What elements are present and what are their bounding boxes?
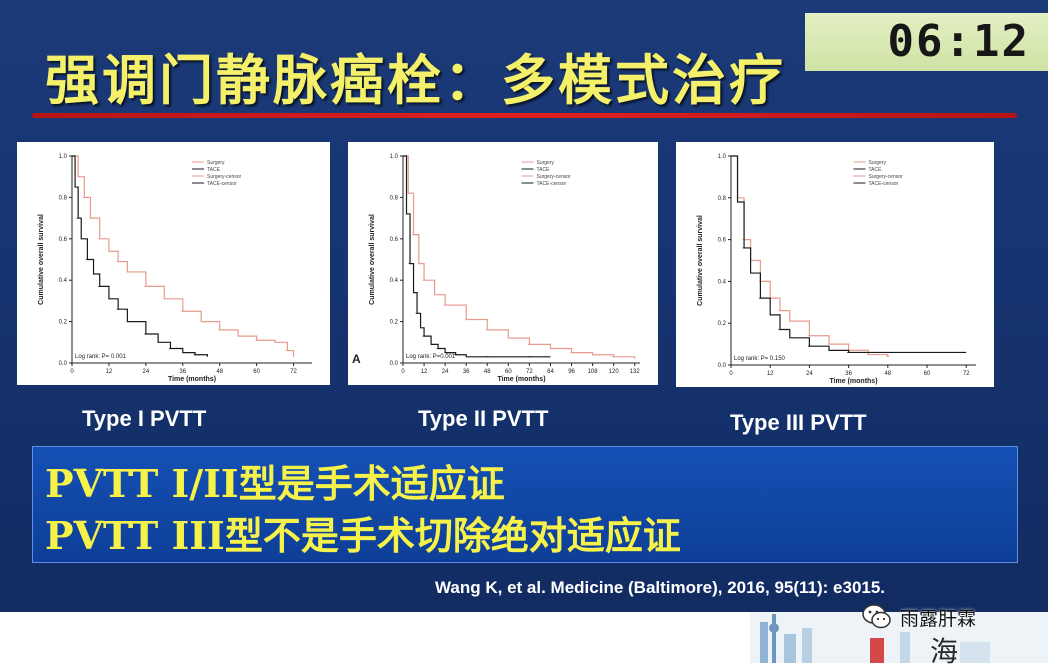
x-tick-label: 12 xyxy=(421,369,428,375)
legend-label: Surgery-censor xyxy=(207,174,242,180)
y-tick-label: 0.2 xyxy=(59,320,68,326)
slide-title: 强调门静脉癌栓：多模式治疗 xyxy=(45,49,786,112)
wechat-icon xyxy=(862,604,891,629)
legend-label: TACE xyxy=(207,167,221,173)
x-tick-label: 84 xyxy=(547,369,554,375)
chart-panel-type-1: 0 12 24 36 48 60 72 0.0 0.2 0.4 0.6 0.8 1.0 Time (mon… xyxy=(17,142,330,385)
y-tick-label: 0.8 xyxy=(718,196,727,202)
conclusion-box: PVTT I/II型是手术适应证 PVTT III型不是手术切除绝对适应证 xyxy=(32,446,1018,563)
slide: 06:12 强调门静脉癌栓：多模式治疗 0 12 24 36 48 60 72 0.0 0.2 0… xyxy=(0,0,1048,612)
skyline-decoration xyxy=(750,612,1048,663)
title-divider xyxy=(32,113,1017,118)
legend-label: TACE-censor xyxy=(869,181,899,187)
x-tick-label: 48 xyxy=(884,371,891,377)
caption-type-2: Type II PVTT xyxy=(418,406,549,431)
x-tick-label: 132 xyxy=(630,369,641,375)
watermark-text: 雨露肝霖 xyxy=(900,607,977,630)
x-tick-label: 0 xyxy=(401,369,405,375)
x-tick-label: 24 xyxy=(806,371,813,377)
x-axis-label: Time (months) xyxy=(829,378,877,385)
y-tick-label: 1.0 xyxy=(718,154,727,160)
caption-type-3: Type III PVTT xyxy=(730,410,867,435)
y-tick-label: 0.4 xyxy=(718,279,727,285)
y-tick-label: 0.2 xyxy=(390,320,399,326)
legend-label: Surgery xyxy=(869,160,887,166)
legend-label: Surgery-censor xyxy=(869,174,904,180)
x-tick-label: 72 xyxy=(526,369,533,375)
log-rank-annotation: Log rank: P= 0.150 xyxy=(734,356,786,362)
timer-badge: 06:12 xyxy=(805,13,1048,71)
x-tick-label: 60 xyxy=(253,369,260,375)
x-tick-label: 24 xyxy=(442,369,449,375)
legend-label: TACE xyxy=(537,167,551,173)
conclusion-line-2: PVTT III型不是手术切除绝对适应证 xyxy=(45,513,681,558)
chart-panel-type-3: 0 12 24 36 48 60 72 0.0 0.2 0.4 0.6 0.8 1.0 Time (mon… xyxy=(676,142,994,387)
y-axis-label: Cumulative overall survival xyxy=(369,214,376,305)
x-tick-label: 36 xyxy=(179,369,186,375)
panel-letter: A xyxy=(352,352,361,366)
legend-label: Surgery-censor xyxy=(537,174,572,180)
y-tick-label: 1.0 xyxy=(390,154,399,160)
x-tick-label: 48 xyxy=(484,369,491,375)
y-tick-label: 0.8 xyxy=(390,195,399,201)
y-tick-label: 0.0 xyxy=(59,361,68,367)
caption-type-1: Type I PVTT xyxy=(82,406,207,431)
y-tick-label: 0.0 xyxy=(390,361,399,367)
timer-text: 06:12 xyxy=(887,16,1030,67)
x-tick-label: 120 xyxy=(609,369,620,375)
series-line-surgery xyxy=(72,155,295,357)
y-tick-label: 0.6 xyxy=(718,238,727,244)
x-tick-label: 72 xyxy=(290,369,297,375)
log-rank-annotation: Log rank: P=0.001 xyxy=(406,354,456,360)
x-tick-label: 60 xyxy=(924,371,931,377)
x-tick-label: 48 xyxy=(216,369,223,375)
y-axis-label: Cumulative overall survival xyxy=(38,214,45,305)
x-tick-label: 96 xyxy=(568,369,575,375)
series-line-surgery xyxy=(731,155,889,357)
legend-label: Surgery xyxy=(537,160,555,166)
survival-chart-type-2: 0 12 24 36 48 60 72 84 96 108 120 132 0.0 0.2 0.4 0.6 0.… xyxy=(352,154,641,383)
y-tick-label: 0.4 xyxy=(390,278,399,284)
y-tick-label: 0.6 xyxy=(390,237,399,243)
x-tick-label: 60 xyxy=(505,369,512,375)
y-tick-label: 1.0 xyxy=(59,154,68,160)
x-tick-label: 0 xyxy=(729,371,733,377)
citation: Wang K, et al. Medicine (Baltimore), 201… xyxy=(435,578,886,597)
legend-label: TACE xyxy=(869,167,883,173)
x-tick-label: 36 xyxy=(845,371,852,377)
y-tick-label: 0.8 xyxy=(59,195,68,201)
series-line-tace xyxy=(403,155,551,358)
y-axis-label: Cumulative overall survival xyxy=(697,215,704,306)
x-tick-label: 0 xyxy=(70,369,74,375)
x-tick-label: 108 xyxy=(588,369,599,375)
y-tick-label: 0.0 xyxy=(718,363,727,369)
x-axis-label: Time (months) xyxy=(497,376,545,383)
series-line-surgery xyxy=(403,155,636,359)
chart-panel-type-2: 0 12 24 36 48 60 72 84 96 108 120 132 0.0 0.2 0.4 0.6 0.… xyxy=(348,142,658,385)
legend-label: TACE-censor xyxy=(537,181,567,187)
y-tick-label: 0.6 xyxy=(59,237,68,243)
x-tick-label: 12 xyxy=(767,371,774,377)
x-tick-label: 24 xyxy=(143,369,150,375)
legend-label: TACE-censor xyxy=(207,181,237,187)
x-tick-label: 12 xyxy=(106,369,113,375)
legend-label: Surgery xyxy=(207,160,225,166)
survival-chart-type-1: 0 12 24 36 48 60 72 0.0 0.2 0.4 0.6 0.8 1.0 Time (mon… xyxy=(38,154,312,383)
series-line-tace xyxy=(731,155,967,354)
x-tick-label: 36 xyxy=(463,369,470,375)
x-tick-label: 72 xyxy=(963,371,970,377)
y-tick-label: 0.2 xyxy=(718,321,727,327)
watermark: 雨露肝霖 xyxy=(860,597,976,637)
series-line-tace xyxy=(72,155,208,357)
y-tick-label: 0.4 xyxy=(59,278,68,284)
x-axis-label: Time (months) xyxy=(168,376,216,383)
survival-chart-type-3: 0 12 24 36 48 60 72 0.0 0.2 0.4 0.6 0.8 1.0 Time (mon… xyxy=(697,154,976,385)
conclusion-line-1: PVTT I/II型是手术适应证 xyxy=(45,461,505,506)
log-rank-annotation: Log rank: P= 0.001 xyxy=(75,354,127,360)
